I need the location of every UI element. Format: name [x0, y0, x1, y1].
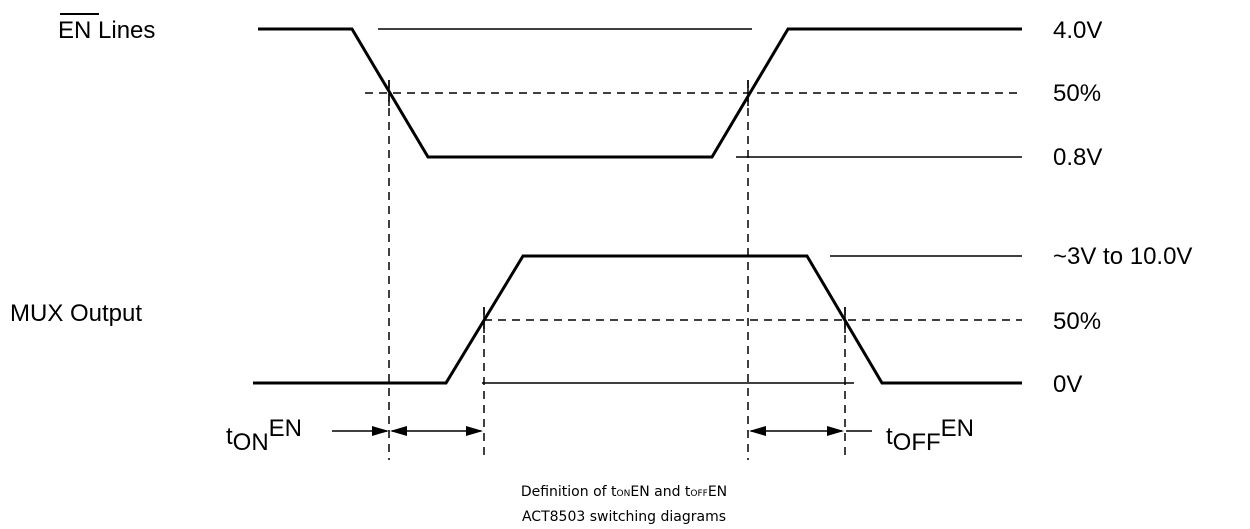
caption-pre: Definition of t: [521, 484, 617, 500]
toff-superscript: EN: [941, 415, 974, 442]
caption-line-1: Definition of tONEN and tOFFEN: [521, 484, 727, 500]
mux-waveform: [253, 254, 1022, 385]
toff-subscript: OFF: [893, 429, 941, 456]
caption-post: EN: [708, 484, 727, 500]
ton-lead-arrowhead: [372, 426, 389, 436]
en-lines-label: EN Lines: [58, 17, 155, 44]
mux-high-level-label: ~3V to 10.0V: [1053, 243, 1192, 270]
ton-en-label: tONEN: [226, 415, 302, 456]
toff-span-arrowhead-right: [827, 426, 844, 436]
caption-line-2: ACT8503 switching diagrams: [522, 509, 726, 525]
en-high-level-label: 4.0V: [1053, 17, 1102, 44]
en-lines-suffix: Lines: [91, 17, 155, 44]
ton-subscript: ON: [233, 429, 269, 456]
mux-low-level-label: 0V: [1053, 371, 1082, 398]
en-mid-level-label: 50%: [1053, 80, 1101, 107]
caption-mid: EN and t: [630, 484, 691, 500]
toff-t: t: [886, 423, 893, 450]
ton-span-arrowhead-right: [466, 426, 483, 436]
en-overbar-text: EN: [58, 17, 91, 44]
ton-span-arrowhead-left: [390, 426, 407, 436]
ton-t: t: [226, 423, 233, 450]
mux-mid-level-label: 50%: [1053, 308, 1101, 335]
caption-on-sub: ON: [617, 489, 631, 499]
ton-superscript: EN: [269, 415, 302, 442]
toff-en-label: tOFFEN: [886, 415, 974, 456]
en-waveform: [258, 27, 1022, 159]
crossing-ticks: [388, 80, 846, 333]
mux-output-label: MUX Output: [10, 300, 142, 327]
toff-span-arrowhead-left: [749, 426, 766, 436]
caption-off-sub: OFF: [690, 489, 707, 499]
en-low-level-label: 0.8V: [1053, 144, 1102, 171]
